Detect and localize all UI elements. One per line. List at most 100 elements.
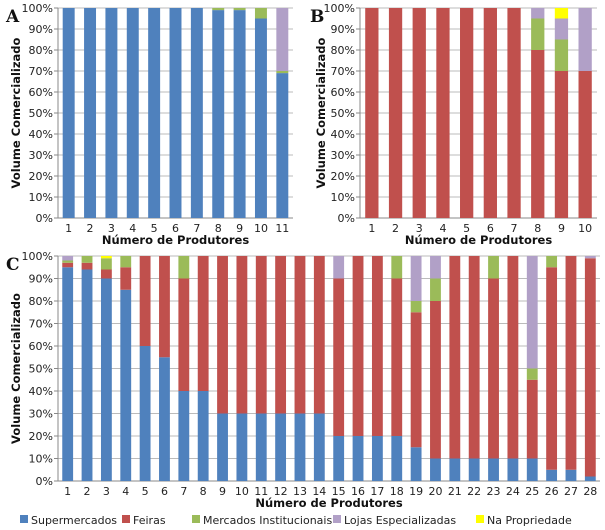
panel-B: B 0% 10% 20% 30% 40% 50% 60% 70% 80% 90% 100% 1 2 3 4 5 6…	[310, 2, 597, 247]
y-tick-label: 20%	[331, 170, 355, 183]
panel-letter: C	[6, 255, 20, 275]
bar-segment-mercados-institucionais	[81, 256, 93, 263]
bar-segment-supermercados	[410, 447, 422, 481]
x-tick-label: 28	[583, 485, 597, 498]
x-tick-label: 8	[215, 222, 222, 235]
y-axis-title: Volume Comercializado	[9, 37, 23, 188]
bar-segment-mercados-institucionais	[391, 256, 403, 279]
x-tick-label: 7	[511, 222, 518, 235]
x-tick-label: 6	[172, 222, 179, 235]
bar-segment-feiras	[313, 256, 325, 414]
bar-segment-feiras	[120, 267, 132, 290]
legend-swatch	[192, 515, 200, 523]
bar-segment-feiras	[255, 256, 267, 414]
bar-segment-na-propriedade	[100, 256, 112, 259]
bar-segment-mercados-institucionais	[526, 368, 538, 380]
bar-segment-lojas-especializadas	[62, 256, 74, 261]
bar-segment-lojas-especializadas	[410, 256, 422, 301]
bar-segment-feiras	[436, 8, 450, 218]
x-tick-label: 7	[180, 485, 187, 498]
bar-segment-supermercados	[120, 289, 132, 481]
bar-segment-feiras	[565, 256, 577, 470]
x-tick-label: 14	[312, 485, 326, 498]
x-tick-label: 25	[525, 485, 539, 498]
x-tick-label: 1	[65, 222, 72, 235]
x-tick-label: 1	[64, 485, 71, 498]
x-tick-label: 21	[448, 485, 462, 498]
y-tick-label: 40%	[331, 128, 355, 141]
legend-label: Supermercados	[31, 514, 117, 527]
bar-segment-supermercados	[430, 458, 441, 481]
bar-segment-lojas-especializadas	[578, 8, 592, 71]
bar-segment-supermercados	[236, 413, 248, 481]
bar-segment-feiras	[391, 278, 403, 436]
bar-segment-mercados-institucionais	[233, 8, 246, 11]
x-axis-title: Número de Produtores	[255, 496, 402, 510]
x-tick-label: 3	[108, 222, 115, 235]
bar-segment-lojas-especializadas	[276, 8, 289, 71]
bar-segment-feiras	[81, 262, 93, 270]
bar-segment-supermercados	[254, 18, 267, 218]
y-tick-label: 100%	[22, 250, 53, 263]
legend-label: Lojas Especializadas	[344, 514, 456, 527]
x-tick-label: 5	[151, 222, 158, 235]
bar-segment-supermercados	[197, 391, 209, 481]
x-tick-label: 2	[84, 485, 91, 498]
bar-segment-supermercados	[159, 357, 170, 481]
x-tick-label: 11	[254, 485, 268, 498]
y-tick-label: 10%	[331, 191, 355, 204]
bar-segment-supermercados	[276, 73, 289, 218]
x-tick-label: 4	[122, 485, 129, 498]
y-tick-label: 10%	[29, 191, 53, 204]
bar-segment-feiras	[365, 8, 379, 218]
bar-segment-feiras	[294, 256, 306, 414]
bar-segment-feiras	[483, 8, 497, 218]
bar-segment-feiras	[410, 312, 422, 448]
bar-segment-lojas-especializadas	[554, 18, 569, 40]
x-tick-label: 1	[368, 222, 375, 235]
bar-segment-supermercados	[584, 476, 596, 481]
x-tick-label: 8	[200, 485, 207, 498]
bar-segment-supermercados	[233, 10, 246, 218]
x-tick-label: 6	[161, 485, 168, 498]
y-tick-label: 80%	[29, 44, 53, 57]
bar-segment-supermercados	[333, 436, 345, 481]
x-tick-label: 22	[467, 485, 481, 498]
bar-segment-feiras	[584, 258, 596, 477]
x-tick-label: 12	[274, 485, 288, 498]
bar-segment-supermercados	[546, 469, 558, 481]
y-tick-label: 70%	[29, 65, 53, 78]
y-tick-label: 30%	[29, 408, 53, 421]
x-tick-label: 9	[219, 485, 226, 498]
bar-segment-supermercados	[62, 267, 74, 481]
x-tick-label: 3	[416, 222, 423, 235]
bar-segment-mercados-institucionais	[554, 39, 569, 71]
legend: Supermercados Feiras Mercados Instituciona…	[20, 514, 572, 527]
y-tick-label: 50%	[331, 107, 355, 120]
y-tick-label: 60%	[29, 340, 53, 353]
y-tick-label: 60%	[29, 86, 53, 99]
x-tick-label: 5	[142, 485, 149, 498]
legend-label: Feiras	[133, 514, 166, 527]
bar-segment-feiras	[352, 256, 364, 436]
y-tick-label: 20%	[29, 170, 53, 183]
bar-segment-feiras	[217, 256, 228, 414]
bar-segment-feiras	[526, 379, 538, 459]
x-tick-label: 16	[351, 485, 365, 498]
x-tick-label: 6	[487, 222, 494, 235]
panel-C: C0%10%20%30%40%50%60%70%80%90%100%1 2 3 4 5 6…	[6, 250, 600, 510]
x-axis-title: Número de Produtores	[102, 233, 249, 247]
bar-segment-supermercados	[391, 436, 403, 481]
bar-segment-feiras	[531, 50, 545, 218]
bar-segment-mercados-institucionais	[546, 256, 558, 268]
bar-segment-feiras	[449, 256, 461, 459]
bar-segment-supermercados	[84, 8, 97, 218]
x-tick-label: 10	[578, 222, 592, 235]
bar-segment-mercados-institucionais	[410, 301, 422, 313]
bar-segment-supermercados	[294, 413, 306, 481]
bar-segment-na-propriedade	[554, 8, 569, 19]
legend-swatch	[20, 515, 28, 523]
bar-segment-supermercados	[313, 413, 325, 481]
bar-segment-supermercados	[126, 8, 139, 218]
